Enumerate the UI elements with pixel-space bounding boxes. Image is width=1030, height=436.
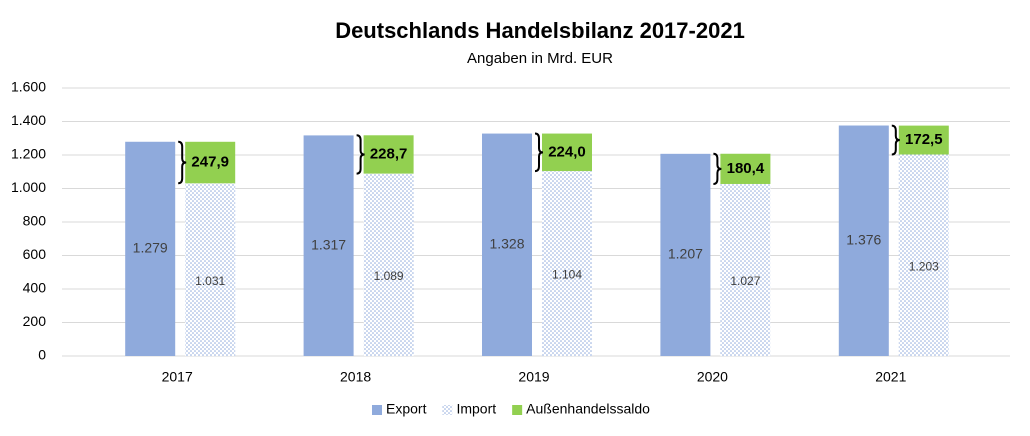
value-label: 1.207 <box>668 246 703 262</box>
x-tick-label: 2018 <box>340 369 371 385</box>
bar <box>303 135 354 356</box>
brace <box>713 152 722 185</box>
bar <box>720 153 771 184</box>
bar <box>185 183 236 356</box>
chart-subtitle: Angaben in Mrd. EUR <box>467 50 613 67</box>
y-tick-label: 1.600 <box>11 79 46 95</box>
bar <box>720 183 771 356</box>
brace <box>178 140 187 185</box>
y-tick-label: 1.000 <box>11 179 46 195</box>
value-label: 172,5 <box>905 131 943 148</box>
y-tick-label: 1.400 <box>11 112 46 128</box>
bar <box>542 171 592 356</box>
brace <box>891 124 900 156</box>
brace <box>534 132 544 173</box>
value-label: 1.376 <box>846 231 881 247</box>
bar <box>482 133 532 356</box>
y-tick-label: 1.200 <box>11 146 46 162</box>
value-label: 1.203 <box>909 259 939 273</box>
bar <box>660 153 711 356</box>
value-label: 1.104 <box>552 268 582 282</box>
value-label: 1.089 <box>374 269 404 283</box>
bar <box>185 141 236 184</box>
x-tick-label: 2020 <box>697 369 728 385</box>
chart-title: Deutschlands Handelsbilanz 2017-2021 <box>335 18 745 43</box>
legend-swatch <box>372 405 382 415</box>
value-label: 228,7 <box>370 145 408 162</box>
x-tick-label: 2017 <box>162 369 193 385</box>
bar <box>125 141 176 356</box>
value-label: 1.027 <box>730 274 760 288</box>
y-tick-label: 0 <box>38 347 46 363</box>
legend-label: Export <box>386 401 427 417</box>
bar <box>542 133 592 172</box>
legend-swatch <box>512 405 523 415</box>
bar <box>363 173 414 356</box>
value-label: 224,0 <box>548 143 586 160</box>
bar <box>838 125 889 357</box>
brace <box>356 134 365 175</box>
value-label: 247,9 <box>191 154 229 171</box>
value-label: 1.031 <box>195 274 225 288</box>
y-tick-label: 200 <box>23 313 47 329</box>
value-label: 1.279 <box>133 240 168 256</box>
value-label: 1.328 <box>489 235 524 251</box>
value-label: 180,4 <box>727 160 765 177</box>
x-tick-label: 2019 <box>518 369 549 385</box>
x-tick-label: 2021 <box>875 369 906 385</box>
bar <box>898 154 949 356</box>
value-label: 1.317 <box>311 236 346 252</box>
y-tick-label: 400 <box>23 280 47 296</box>
y-tick-label: 600 <box>23 246 47 262</box>
legend-label: Import <box>456 401 496 417</box>
y-tick-label: 800 <box>23 213 47 229</box>
legend-swatch <box>442 405 453 415</box>
legend-label: Außenhandelssaldo <box>526 401 650 417</box>
bar <box>898 125 949 155</box>
bar <box>363 135 414 174</box>
